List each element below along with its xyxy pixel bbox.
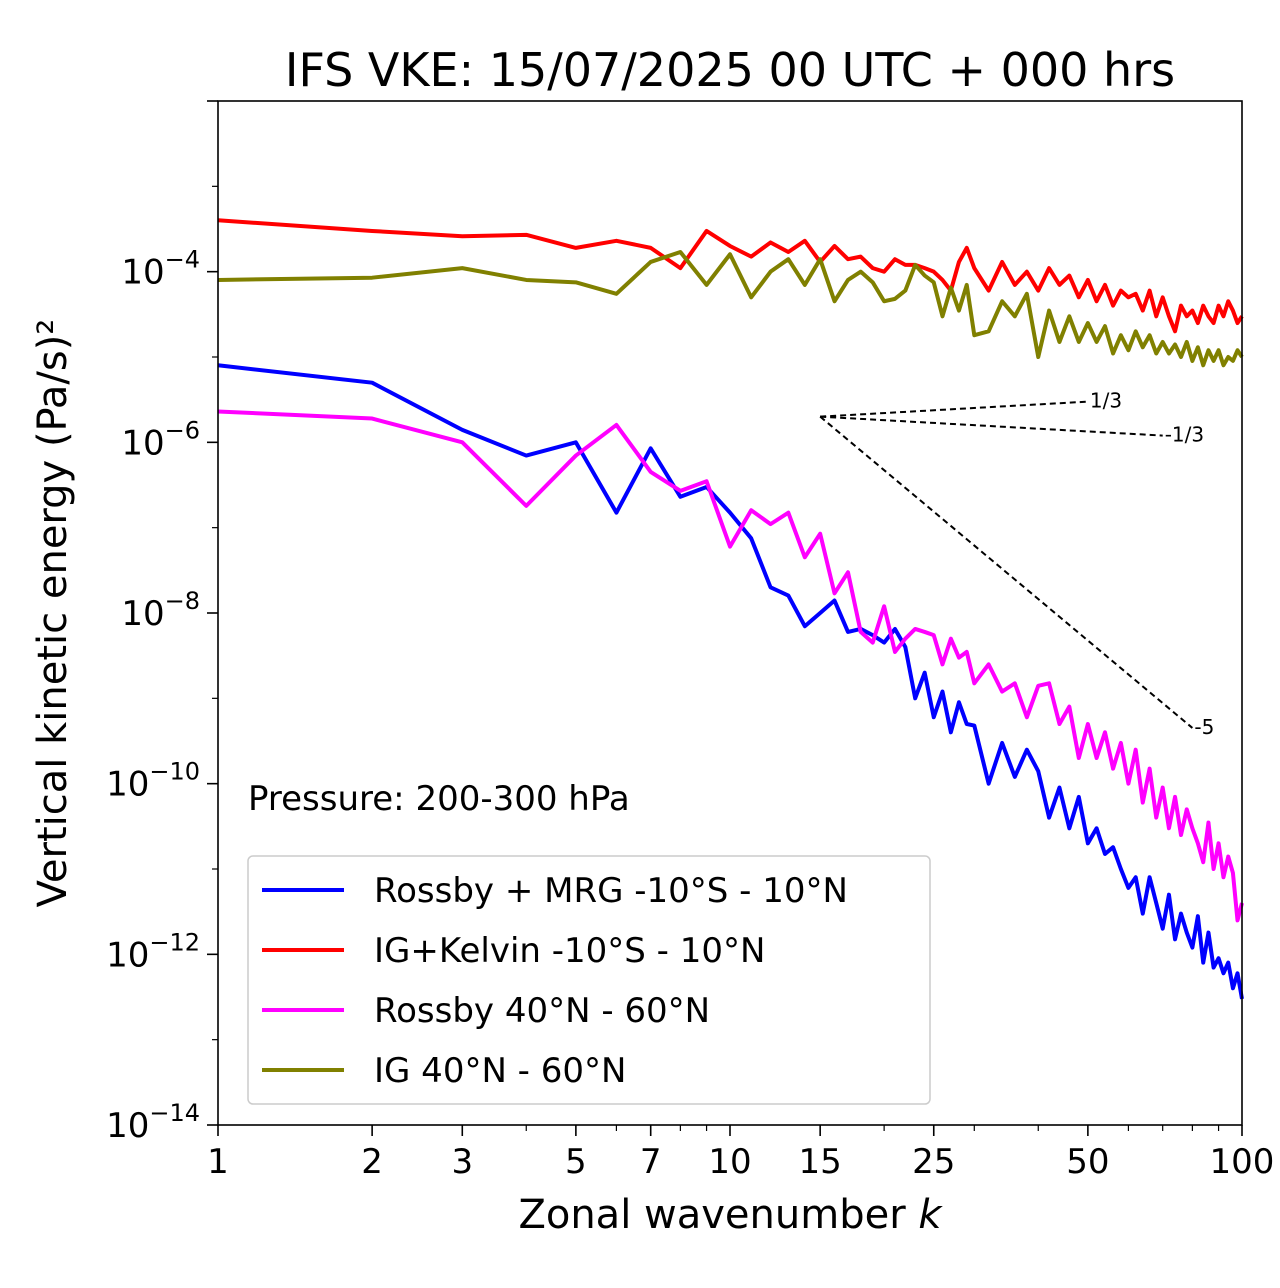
reference-slope-label-3: -5 [1194, 715, 1214, 739]
reference-slope-label-1: 1/3 [1090, 389, 1122, 413]
x-tick-label: 1 [207, 1142, 229, 1182]
reference-slope-label-2: -1/3 [1165, 423, 1204, 447]
pressure-annotation: Pressure: 200-300 hPa [248, 779, 630, 819]
x-tick-label: 25 [912, 1142, 955, 1182]
y-axis-label: Vertical kinetic energy (Pa/s)² [30, 319, 76, 908]
reference-slope-line-1 [820, 400, 1088, 418]
legend-label-2: IG+Kelvin -10°S - 10°N [374, 931, 765, 971]
y-tick-label: 10−14 [106, 1099, 200, 1146]
x-axis-label: Zonal wavenumber k [518, 1192, 943, 1238]
series-layer [217, 218, 1244, 1000]
y-tick-label: 10−10 [106, 758, 200, 805]
x-axis-ticks: 1 2 3 5 7 10 15 25 50 100 [207, 1125, 1274, 1182]
x-tick-label: 2 [361, 1142, 383, 1182]
chart-title: IFS VKE: 15/07/2025 00 UTC + 000 hrs [285, 43, 1175, 97]
reference-slope-line-2 [820, 415, 1163, 437]
x-tick-label: 10 [708, 1142, 751, 1182]
reference-slope-layer: 1/3 -1/3 -5 [819, 389, 1214, 739]
y-tick-label: 10−6 [121, 416, 200, 463]
legend-label-4: IG 40°N - 60°N [374, 1051, 626, 1091]
legend: Rossby + MRG -10°S - 10°N IG+Kelvin -10°S… [247, 855, 931, 1105]
legend-entries: Rossby + MRG -10°S - 10°N IG+Kelvin -10°S… [262, 871, 848, 1091]
x-tick-label: 7 [640, 1142, 662, 1182]
x-axis-label-var: k [918, 1192, 943, 1238]
x-tick-label: 100 [1210, 1142, 1275, 1182]
reference-slope-line-3 [819, 415, 1194, 729]
x-tick-label: 15 [799, 1142, 842, 1182]
y-axis-ticks: 10−4 10−6 10−8 10−10 10−12 10−14 [106, 100, 218, 1146]
x-tick-label: 50 [1066, 1142, 1109, 1182]
y-tick-label: 10−8 [121, 587, 200, 634]
legend-label-3: Rossby 40°N - 60°N [374, 991, 710, 1031]
x-tick-label: 3 [451, 1142, 473, 1182]
legend-box [247, 855, 931, 1105]
series-line-1 [217, 363, 1244, 1000]
x-axis-label-text: Zonal wavenumber [518, 1192, 906, 1238]
legend-label-1: Rossby + MRG -10°S - 10°N [374, 871, 848, 911]
x-tick-label: 5 [565, 1142, 587, 1182]
series-line-3 [217, 409, 1244, 923]
series-line-2 [217, 218, 1244, 334]
y-tick-label: 10−4 [121, 246, 200, 293]
series-line-4 [217, 250, 1244, 368]
y-tick-label: 10−12 [106, 928, 200, 975]
